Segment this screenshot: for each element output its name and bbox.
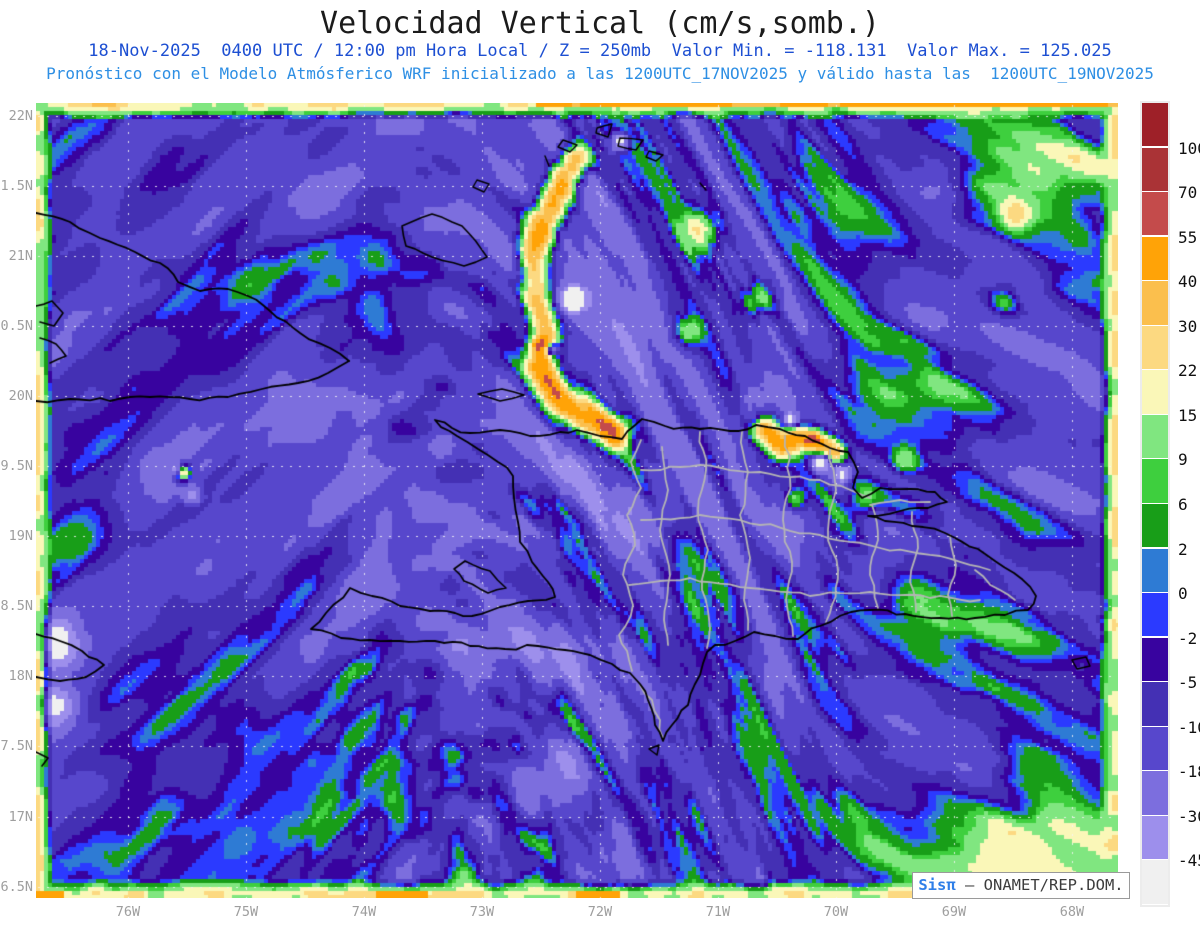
x-tick-label: 69W xyxy=(941,904,967,920)
colorbar-segment xyxy=(1142,281,1168,325)
colorbar-segment xyxy=(1142,815,1168,860)
colorbar-tick-label: 55 xyxy=(1178,227,1198,247)
colorbar-segment xyxy=(1142,548,1168,592)
colorbar-tick-label: 6 xyxy=(1178,495,1188,514)
colorbar-tick-label: -30 xyxy=(1178,806,1200,826)
colorbar-segment xyxy=(1142,726,1168,771)
x-tick-label: 74W xyxy=(351,904,377,920)
x-tick-label: 76W xyxy=(115,904,141,920)
colorbar-tick-label: 30 xyxy=(1178,316,1198,336)
colorbar-segment xyxy=(1142,325,1168,370)
colorbar-segment xyxy=(1142,147,1168,191)
page-title: Velocidad Vertical (cm/s,somb.) xyxy=(320,6,880,41)
colorbar-tick-label: 100 xyxy=(1178,138,1200,158)
subtitle-model: Pronóstico con el Modelo Atmósferico WRF… xyxy=(46,64,1154,83)
colorbar-segment xyxy=(1142,637,1168,681)
colorbar-tick-label: 9 xyxy=(1178,450,1188,470)
colorbar-segment xyxy=(1142,103,1168,147)
colorbar-segment xyxy=(1142,504,1168,548)
colorbar-segment xyxy=(1142,593,1168,637)
y-tick-label: 21N xyxy=(8,247,33,264)
x-tick-label: 68W xyxy=(1059,904,1085,920)
colorbar-tick-label: -10 xyxy=(1178,717,1200,737)
watermark-text: – ONAMET/REP.DOM. xyxy=(955,876,1124,894)
y-tick-label: 1.5N xyxy=(0,177,33,194)
colorbar-segment xyxy=(1142,459,1168,503)
subtitle-validtime: 18-Nov-2025 0400 UTC / 12:00 pm Hora Loc… xyxy=(88,41,1112,61)
colorbar-tick-label: 40 xyxy=(1178,272,1198,292)
colorbar-segment xyxy=(1142,370,1168,414)
x-tick-label: 72W xyxy=(587,904,613,920)
colorbar-segment xyxy=(1142,771,1168,815)
colorbar-tick-label: 0 xyxy=(1178,584,1188,604)
y-tick-label: 19N xyxy=(8,528,33,545)
colorbar-segment xyxy=(1142,682,1168,726)
colorbar-segment xyxy=(1142,860,1168,904)
colorbar-tick-label: 70 xyxy=(1178,183,1198,203)
y-tick-label: 8.5N xyxy=(0,598,33,615)
colorbar-tick-label: -2 xyxy=(1178,628,1198,648)
x-tick-label: 71W xyxy=(705,904,731,920)
x-tick-label: 75W xyxy=(233,904,259,920)
y-tick-label: 7.5N xyxy=(0,738,33,755)
colorbar-tick-label: -5 xyxy=(1178,673,1198,693)
colorbar-segment xyxy=(1142,414,1168,459)
watermark-brand: Sisπ xyxy=(918,876,956,894)
y-tick-label: 0.5N xyxy=(0,317,33,334)
y-tick-label: 17N xyxy=(8,808,33,825)
map-canvas xyxy=(36,103,1118,898)
colorbar-tick-label: -18 xyxy=(1178,762,1200,782)
x-tick-label: 70W xyxy=(823,904,849,920)
x-tick-label: 73W xyxy=(469,904,495,920)
colorbar-tick-label: 22 xyxy=(1178,361,1198,381)
colorbar-tick-label: 2 xyxy=(1178,539,1188,559)
y-tick-label: 18N xyxy=(8,668,33,685)
colorbar-tick-label: -45 xyxy=(1178,851,1200,871)
colorbar-segment xyxy=(1142,192,1168,236)
y-tick-label: 22N xyxy=(8,107,33,124)
colorbar xyxy=(1140,101,1170,907)
watermark: Sisπ – ONAMET/REP.DOM. xyxy=(912,872,1130,899)
y-tick-label: 20N xyxy=(8,387,33,404)
colorbar-segment xyxy=(1142,236,1168,280)
y-tick-label: 9.5N xyxy=(0,458,33,474)
colorbar-tick-label: 15 xyxy=(1178,405,1198,425)
y-tick-label: 6.5N xyxy=(0,878,33,895)
